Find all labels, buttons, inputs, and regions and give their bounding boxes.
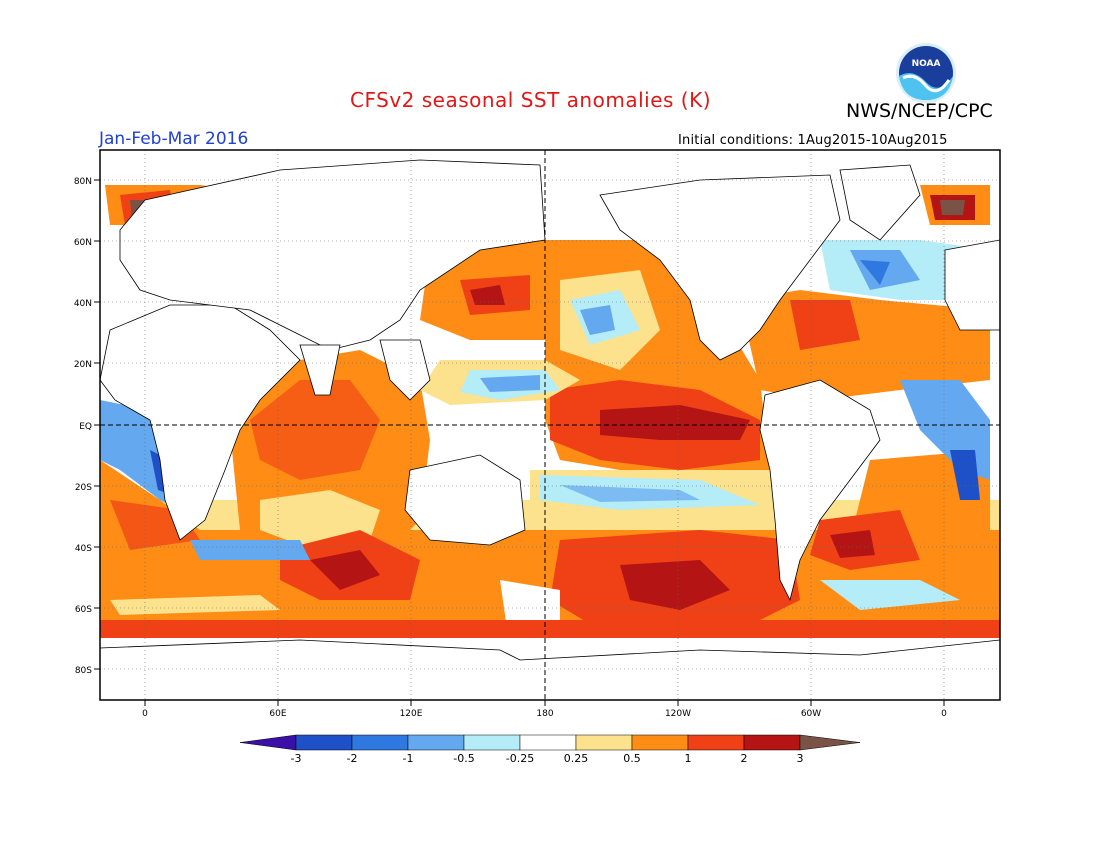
lat-label: 80S [75,666,92,676]
lon-label: 0 [941,709,947,719]
lon-label: 180 [536,709,553,719]
colorbar-bin [407,734,465,751]
lat-label: 20S [75,483,92,493]
colorbar-label: 0.5 [623,752,641,765]
europe-right [944,239,1000,331]
lat-label: 60S [75,605,92,615]
colorbar-label: -0.5 [453,752,474,765]
colorbar-bin [743,734,801,751]
colorbar-bin [295,734,353,751]
chart-title: CFSv2 seasonal SST anomalies (K) [350,88,711,112]
greenland [839,164,921,241]
colorbar-label: -0.25 [506,752,534,765]
north-america [599,174,841,361]
south-america [759,379,881,602]
colorbar-label: 1 [685,752,692,765]
colorbar-label: -1 [403,752,414,765]
se-asia [379,339,431,401]
africa [100,304,301,541]
colorbar-low-arrow [239,734,297,751]
anomaly-field [100,150,1000,700]
lat-label: 20N [74,360,92,370]
colorbar-bin [687,734,745,751]
colorbar-label: -2 [347,752,358,765]
land-masses [100,159,1000,700]
svg-text:NOAA: NOAA [912,59,941,69]
agency-label: NWS/NCEP/CPC [846,100,993,122]
lat-label: EQ [79,422,92,432]
lon-label: 60W [801,709,821,719]
australia [404,454,526,546]
lat-label: 40S [75,544,92,554]
colorbar-bin [463,734,521,751]
colorbar-high-arrow [799,734,861,751]
india [299,344,341,396]
lat-label: 40N [74,299,92,309]
lon-label: 120E [400,709,423,719]
lat-label: 60N [74,238,92,248]
colorbar-label: 3 [797,752,804,765]
lon-label: 60E [269,709,286,719]
colorbar-label: 0.25 [564,752,589,765]
colorbar: -3 -2 -1 -0.5 -0.25 0.25 0.5 1 2 3 [239,734,861,765]
antarctica [100,639,1000,700]
colorbar-label: 2 [741,752,748,765]
lon-label: 0 [142,709,148,719]
colorbar-label: -3 [291,752,302,765]
colorbar-bin [631,734,689,751]
initial-conditions: Initial conditions: 1Aug2015-10Aug2015 [678,133,948,148]
noaa-logo: NOAA [896,43,956,103]
lon-label: 120W [665,709,691,719]
colorbar-bin [519,734,577,751]
lat-label: 80N [74,177,92,187]
eurasia [119,159,546,351]
colorbar-bin [575,734,633,751]
forecast-period: Jan-Feb-Mar 2016 [99,129,249,149]
nino-peak [600,405,750,440]
colorbar-bin [351,734,409,751]
